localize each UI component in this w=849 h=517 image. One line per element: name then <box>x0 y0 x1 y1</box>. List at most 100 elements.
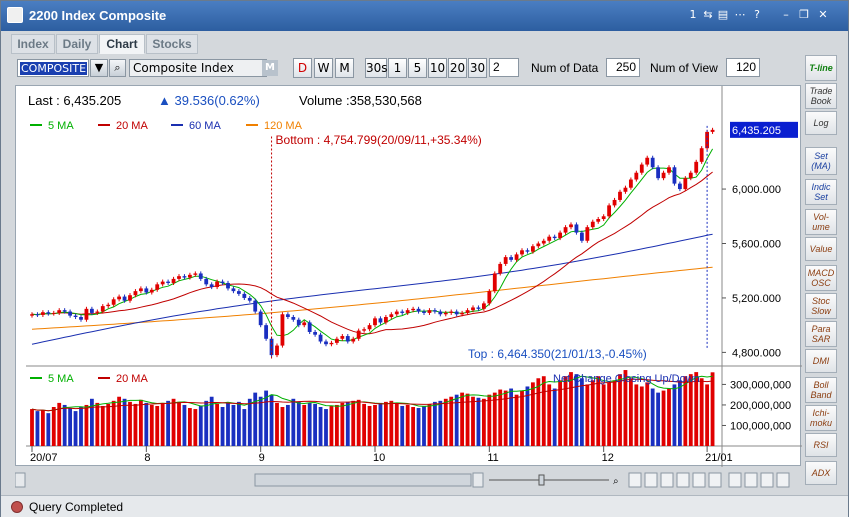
sidebar-button-log[interactable]: Log <box>805 111 837 135</box>
num-data-input[interactable]: 250 <box>606 58 640 77</box>
candle-body <box>498 263 503 274</box>
period-5-button[interactable]: 5 <box>408 58 427 78</box>
ma20-line <box>31 171 713 335</box>
candle-body <box>645 157 650 165</box>
tab-stocks[interactable]: Stocks <box>146 34 198 54</box>
volume-bar <box>601 384 606 446</box>
sidebar-button-t-line[interactable]: T-line <box>805 55 837 81</box>
volume-bar <box>487 394 492 446</box>
candle-body <box>514 254 519 260</box>
candle-body <box>389 314 394 317</box>
period-10-button[interactable]: 10 <box>428 58 447 78</box>
period-1-button[interactable]: 1 <box>388 58 407 78</box>
code-dropdown-icon[interactable]: ▼ <box>90 59 108 77</box>
volume-bar <box>705 384 710 446</box>
sidebar-button-vol-ume[interactable]: Vol- ume <box>805 209 837 235</box>
zoom-icon[interactable]: ⌕ <box>613 476 619 487</box>
volume-bar <box>128 401 132 446</box>
period-month-button[interactable]: M <box>335 58 354 78</box>
candle-body <box>536 243 541 247</box>
volume-bar <box>62 404 67 446</box>
sidebar-button-set-ma[interactable]: Set (MA) <box>805 147 837 175</box>
period-30s-button[interactable]: 30s <box>365 58 388 78</box>
sidebar-button-value[interactable]: Value <box>805 237 837 261</box>
candle-body <box>378 318 383 323</box>
volume-bar <box>307 402 312 446</box>
sidebar-button-boll-band[interactable]: Boll Band <box>805 377 837 403</box>
volume-bar <box>596 376 601 446</box>
volume-bar <box>585 384 590 446</box>
scroll-thumb[interactable] <box>254 473 472 487</box>
period-20-button[interactable]: 20 <box>448 58 467 78</box>
candle-body <box>51 312 56 314</box>
candle-body <box>661 172 666 179</box>
pin-number-icon[interactable]: 1 <box>689 8 697 21</box>
legend-label: 120 MA <box>264 120 303 132</box>
candle-body <box>84 308 89 320</box>
close-icon[interactable]: ✕ <box>818 8 828 21</box>
candle-body <box>128 295 132 301</box>
volume-bar <box>40 410 45 446</box>
tab-index[interactable]: Index <box>11 34 55 54</box>
volume-bar <box>57 402 62 446</box>
candle-body <box>579 232 584 241</box>
list-icon[interactable]: ▤ <box>717 8 729 21</box>
candle-body <box>236 291 241 294</box>
volume-bar <box>438 400 443 446</box>
candle-body <box>503 257 508 264</box>
num-view-input[interactable]: 120 <box>726 58 760 77</box>
restore-icon[interactable]: ❐ <box>799 8 809 21</box>
volume-bar <box>514 394 519 446</box>
sidebar-button-trade-book[interactable]: Trade Book <box>805 83 837 109</box>
sidebar-button-rsi[interactable]: RSI <box>805 433 837 457</box>
minimize-icon[interactable]: – <box>783 8 789 21</box>
code-input[interactable]: COMPOSITE <box>17 59 89 77</box>
chart-panel[interactable]: Last : 6,435.205 ▲ 39.536(0.62%) Volume … <box>15 85 802 467</box>
sidebar-button-indic-set[interactable]: Indic Set <box>805 179 837 205</box>
period-day-button[interactable]: D <box>293 58 312 78</box>
zoom-slider-handle[interactable] <box>538 474 545 486</box>
title-bar[interactable]: 2200 Index Composite 1 ⇆ ▤ ⋯ ? – ❐ ✕ <box>1 1 848 31</box>
date-tick-label: 10 <box>373 452 385 464</box>
candle-body <box>133 291 138 296</box>
sidebar-button-adx[interactable]: ADX <box>805 461 837 485</box>
period-30-button[interactable]: 30 <box>468 58 487 78</box>
date-tick-label: 20/07 <box>30 452 58 464</box>
scroll-left-icon[interactable] <box>15 472 26 488</box>
candle-body <box>40 312 45 315</box>
sidebar-button-stoc-slow[interactable]: Stoc Slow <box>805 293 837 319</box>
minute-value-input[interactable]: 2 <box>489 58 519 77</box>
sidebar-button-dmi[interactable]: DMI <box>805 349 837 373</box>
tab-chart[interactable]: Chart <box>99 34 145 54</box>
candle-body <box>122 296 127 301</box>
last-price-tag <box>730 121 798 138</box>
candle-body <box>209 284 214 288</box>
swap-icon[interactable]: ⇆ <box>703 8 713 21</box>
candle-body <box>683 178 688 190</box>
sidebar-button-para-sar[interactable]: Para SAR <box>805 321 837 347</box>
candle-body <box>160 281 165 285</box>
m-button[interactable]: M <box>262 60 278 76</box>
volume-bar <box>51 407 56 446</box>
chart-svg[interactable]: 6,000.000 5,600.000 5,200.000 4,800.000 300,… <box>16 86 802 467</box>
volume-bar <box>628 378 633 446</box>
dots-icon[interactable]: ⋯ <box>734 8 746 21</box>
volume-tick-label: 100,000,000 <box>730 420 791 432</box>
chart-scrollbar[interactable]: ⌕ <box>15 471 801 489</box>
scroll-right-icon[interactable] <box>472 472 484 488</box>
volume-bar <box>710 372 715 446</box>
volume-bar <box>356 399 361 446</box>
volume-bar <box>623 370 628 446</box>
candle-body <box>492 273 497 292</box>
chart-tool-icons[interactable] <box>628 472 790 488</box>
candle-body <box>520 250 524 255</box>
search-icon[interactable]: ⌕ <box>109 59 126 77</box>
help-icon[interactable]: ? <box>754 8 760 21</box>
sidebar-button-ichi-moku[interactable]: Ichi- moku <box>805 405 837 431</box>
volume-legend-label: 5 MA <box>48 373 74 385</box>
sidebar-button-macd-osc[interactable]: MACD OSC <box>805 265 837 291</box>
candle-body <box>46 312 51 314</box>
price-tick-label: 5,200.000 <box>732 293 781 305</box>
period-week-button[interactable]: W <box>314 58 333 78</box>
tab-daily[interactable]: Daily <box>56 34 98 54</box>
